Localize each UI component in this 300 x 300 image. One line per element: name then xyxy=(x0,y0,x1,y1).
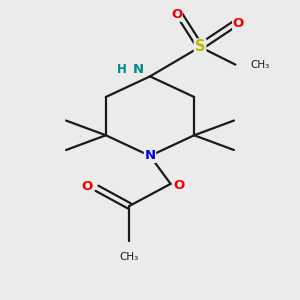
Text: N: N xyxy=(133,62,144,76)
Text: CH₃: CH₃ xyxy=(250,60,269,70)
Text: S: S xyxy=(195,39,205,54)
Text: O: O xyxy=(81,180,92,193)
Text: O: O xyxy=(233,17,244,30)
Text: H: H xyxy=(117,62,127,76)
Text: O: O xyxy=(174,179,185,192)
Text: O: O xyxy=(171,8,182,21)
Text: N: N xyxy=(144,149,156,162)
Text: CH₃: CH₃ xyxy=(120,252,139,262)
